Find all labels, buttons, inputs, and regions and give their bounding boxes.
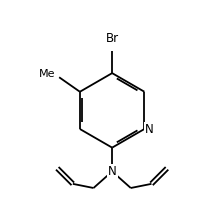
Text: Me: Me	[38, 69, 55, 79]
Text: N: N	[145, 123, 153, 135]
Text: Br: Br	[106, 32, 119, 45]
Text: N: N	[108, 165, 116, 178]
